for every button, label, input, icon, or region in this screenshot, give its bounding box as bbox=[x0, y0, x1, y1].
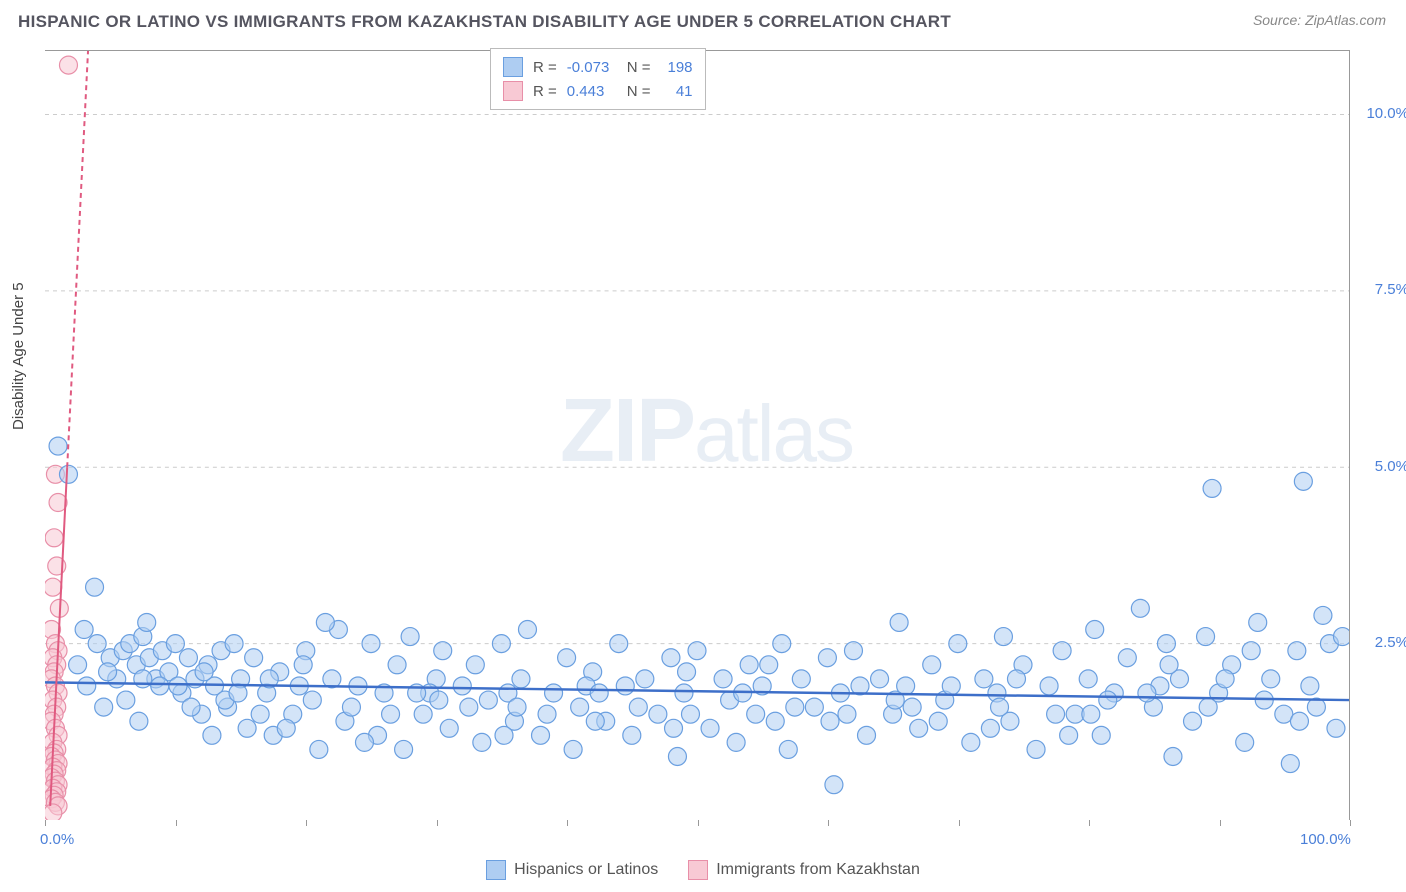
swatch-blue bbox=[486, 860, 506, 880]
x-tick-label: 100.0% bbox=[1300, 831, 1351, 848]
legend-row-blue: R = -0.073 N = 198 bbox=[503, 55, 693, 79]
correlation-legend: R = -0.073 N = 198 R = 0.443 N = 41 bbox=[490, 48, 706, 110]
swatch-pink bbox=[688, 860, 708, 880]
swatch-pink bbox=[503, 81, 523, 101]
y-tick-label: 7.5% bbox=[1375, 281, 1406, 298]
legend-item-hispanics: Hispanics or Latinos bbox=[486, 860, 658, 880]
legend-item-kazakhstan: Immigrants from Kazakhstan bbox=[688, 860, 920, 880]
chart-title: HISPANIC OR LATINO VS IMMIGRANTS FROM KA… bbox=[18, 12, 951, 32]
y-tick-label: 10.0% bbox=[1366, 105, 1406, 122]
scatter-plot-svg bbox=[45, 51, 1349, 820]
y-tick-label: 5.0% bbox=[1375, 458, 1406, 475]
series-legend: Hispanics or Latinos Immigrants from Kaz… bbox=[0, 860, 1406, 880]
swatch-blue bbox=[503, 57, 523, 77]
source-attribution: Source: ZipAtlas.com bbox=[1253, 12, 1386, 28]
chart-plot-area: 2.5%5.0%7.5%10.0% 0.0%100.0% bbox=[45, 50, 1350, 820]
y-tick-label: 2.5% bbox=[1375, 634, 1406, 651]
x-tick-label: 0.0% bbox=[40, 831, 74, 848]
y-axis-label: Disability Age Under 5 bbox=[10, 282, 27, 430]
legend-row-pink: R = 0.443 N = 41 bbox=[503, 79, 693, 103]
